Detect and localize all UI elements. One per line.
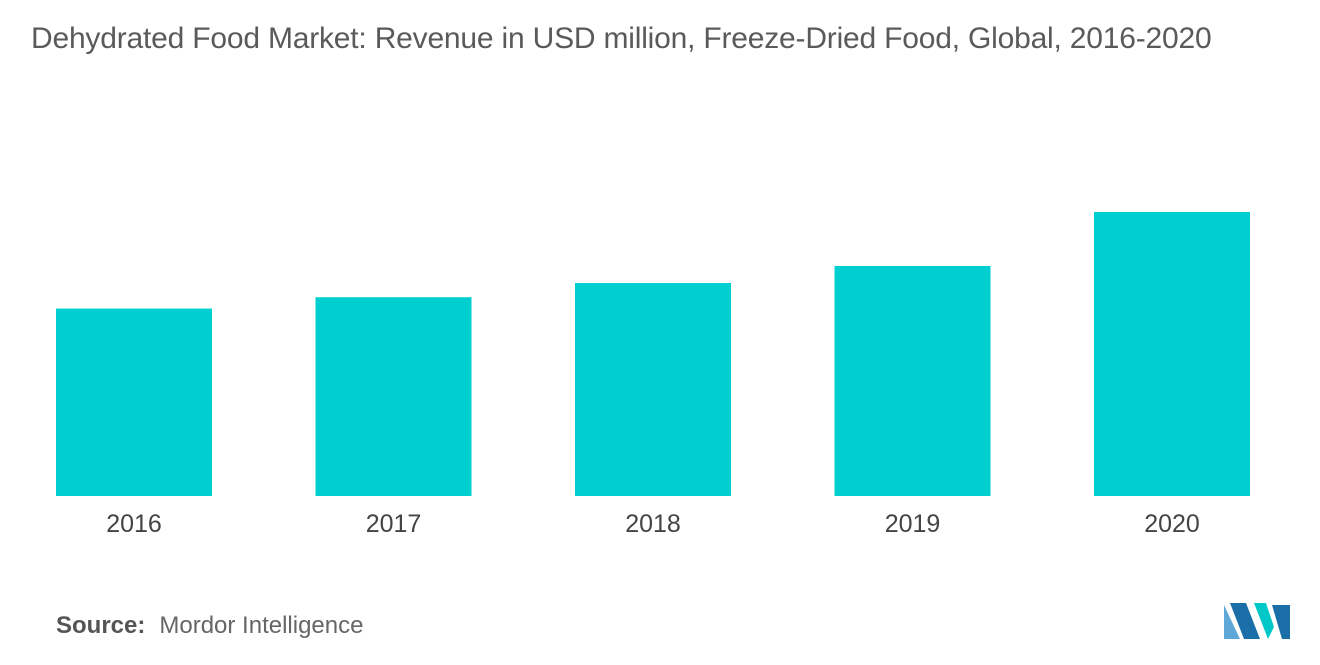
bar-series [56,212,1250,496]
source-label: Source: [56,612,146,639]
bar-2020 [1094,212,1250,496]
bar-2018 [575,283,731,496]
x-tick-label-2018: 2018 [625,510,681,538]
bar-2019 [834,265,991,496]
x-tick-label-2017: 2017 [366,510,422,538]
source-value: Mordor Intelligence [159,612,364,639]
mordor-intelligence-logo-icon [1224,603,1290,639]
x-axis-tick-labels: 2016 2017 2018 2019 2020 [106,510,1200,538]
chart-title: Dehydrated Food Market: Revenue in USD m… [31,22,1212,55]
bar-2016 [56,308,212,496]
x-tick-label-2016: 2016 [106,510,162,538]
x-tick-label-2020: 2020 [1144,510,1200,538]
x-tick-label-2019: 2019 [885,510,941,538]
bar-2017 [315,297,472,496]
source-note: Source: Mordor Intelligence [56,612,363,640]
bar-chart: 2016 2017 2018 2019 2020 [56,212,1250,538]
